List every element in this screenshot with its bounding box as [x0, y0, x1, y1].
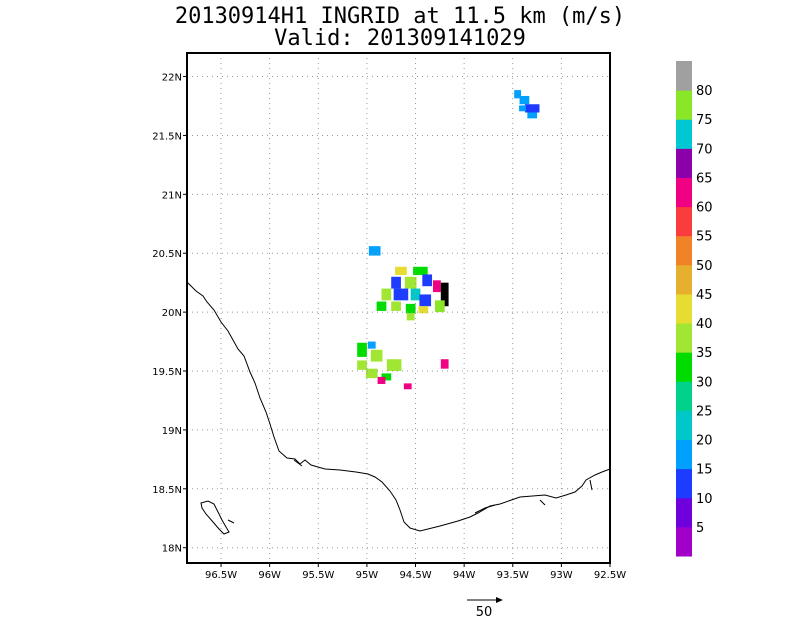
x-tick-label: 92.5W	[594, 570, 626, 581]
colorbar-swatch	[676, 61, 692, 91]
wind-cell	[391, 276, 401, 289]
wind-cell	[413, 266, 428, 276]
x-tick-label: 96.5W	[205, 570, 237, 581]
colorbar-label: 5	[696, 521, 704, 536]
wind-cell	[403, 383, 412, 390]
wind-cell	[393, 288, 409, 301]
x-tick-label: 96W	[258, 570, 281, 581]
colorbar-swatch	[676, 439, 692, 470]
colorbar-label: 30	[696, 375, 713, 390]
wind-cell	[376, 301, 387, 311]
wind-cell	[357, 342, 367, 357]
wind-cell	[405, 303, 416, 314]
colorbar-swatch	[676, 410, 692, 441]
wind-cell	[368, 246, 381, 256]
y-tick-label: 21N	[162, 190, 182, 201]
colorbar-label: 70	[696, 142, 713, 157]
colorbar-label: 10	[696, 492, 713, 507]
wind-cell	[370, 349, 383, 362]
grid-lines	[187, 53, 610, 563]
x-tick-label: 95.5W	[302, 570, 334, 581]
colorbar-swatch	[676, 293, 692, 324]
colorbar-swatch	[676, 323, 692, 353]
colorbar-swatch	[676, 235, 692, 266]
wind-cell	[357, 360, 367, 370]
wind-cell	[527, 112, 538, 119]
y-tick-label: 21.5N	[152, 131, 182, 142]
wind-cell	[381, 373, 392, 381]
wind-cell	[365, 368, 378, 379]
y-tick-label: 22N	[162, 73, 182, 84]
y-tick-label: 19N	[162, 426, 182, 437]
colorbar-label: 40	[696, 317, 713, 332]
colorbar-label: 15	[696, 463, 713, 478]
x-tick-label: 93W	[550, 570, 573, 581]
colorbar-swatch	[676, 497, 692, 528]
wind-cell	[381, 288, 392, 301]
wind-cell	[519, 105, 526, 112]
colorbar-label: 50	[696, 259, 713, 274]
lagoon-shore	[293, 459, 593, 514]
colorbar-swatch	[676, 381, 692, 411]
colorbar-swatch	[676, 119, 692, 149]
wind-cell	[433, 280, 441, 293]
wind-cell	[434, 300, 445, 313]
y-axis-ticks: 18N 18.5N 19N 19.5N 20N 20.5N 21N 21.5N 22N	[152, 73, 187, 555]
wind-cells	[357, 90, 540, 390]
wind-cell	[418, 306, 429, 314]
wind-cell	[440, 359, 449, 369]
y-tick-label: 19.5N	[152, 367, 182, 378]
x-tick-label: 95W	[356, 570, 379, 581]
colorbar-swatch	[676, 468, 692, 499]
y-tick-label: 18N	[162, 544, 182, 555]
colorbar: 5 10 15 20 25 30 35 40 45 50 55 60 65 70 75 80	[676, 61, 713, 557]
colorbar-swatch	[676, 148, 692, 178]
wind-cell	[422, 274, 433, 287]
y-tick-label: 20N	[162, 308, 182, 319]
reference-vector-label: 50	[476, 605, 493, 618]
colorbar-swatch	[676, 90, 692, 120]
wind-cell	[419, 294, 432, 307]
colorbar-swatch	[676, 526, 692, 557]
island-outline	[200, 500, 235, 535]
wind-cell	[395, 266, 407, 276]
wind-cell	[514, 90, 522, 99]
colorbar-label: 80	[696, 84, 713, 99]
reference-vector: 50	[467, 597, 503, 618]
colorbar-label: 75	[696, 113, 713, 128]
wind-cell	[406, 313, 415, 321]
colorbar-swatch	[676, 264, 692, 295]
wind-cell	[410, 288, 421, 301]
wind-cell	[391, 301, 401, 311]
wind-cell	[377, 376, 386, 384]
x-tick-label: 93.5W	[497, 570, 529, 581]
wind-cell	[367, 341, 376, 349]
colorbar-label: 45	[696, 288, 713, 303]
colorbar-swatch	[676, 177, 692, 208]
coastline	[186, 281, 611, 532]
colorbar-label: 20	[696, 434, 713, 449]
wind-cell	[524, 104, 540, 113]
x-tick-label: 94.5W	[399, 570, 431, 581]
colorbar-label: 25	[696, 404, 713, 419]
colorbar-label: 65	[696, 171, 713, 186]
colorbar-swatch	[676, 206, 692, 237]
wind-cell	[404, 276, 417, 289]
chart-title: 20130914H1 INGRID at 11.5 km (m/s)	[174, 4, 626, 29]
plot-frame	[186, 52, 611, 564]
wind-cell	[519, 95, 530, 105]
colorbar-label: 35	[696, 346, 713, 361]
wind-cell	[440, 282, 449, 307]
colorbar-label: 55	[696, 230, 713, 245]
colorbar-swatch	[676, 352, 692, 382]
y-tick-label: 18.5N	[152, 485, 182, 496]
x-tick-label: 94W	[453, 570, 476, 581]
chart-subtitle: Valid: 201309141029	[274, 26, 526, 51]
wind-cell	[386, 359, 402, 372]
x-axis-ticks: 96.5W 96W 95.5W 95W 94.5W 94W 93.5W 93W 92.5W	[205, 563, 626, 581]
y-tick-label: 20.5N	[152, 249, 182, 260]
colorbar-label: 60	[696, 201, 713, 216]
